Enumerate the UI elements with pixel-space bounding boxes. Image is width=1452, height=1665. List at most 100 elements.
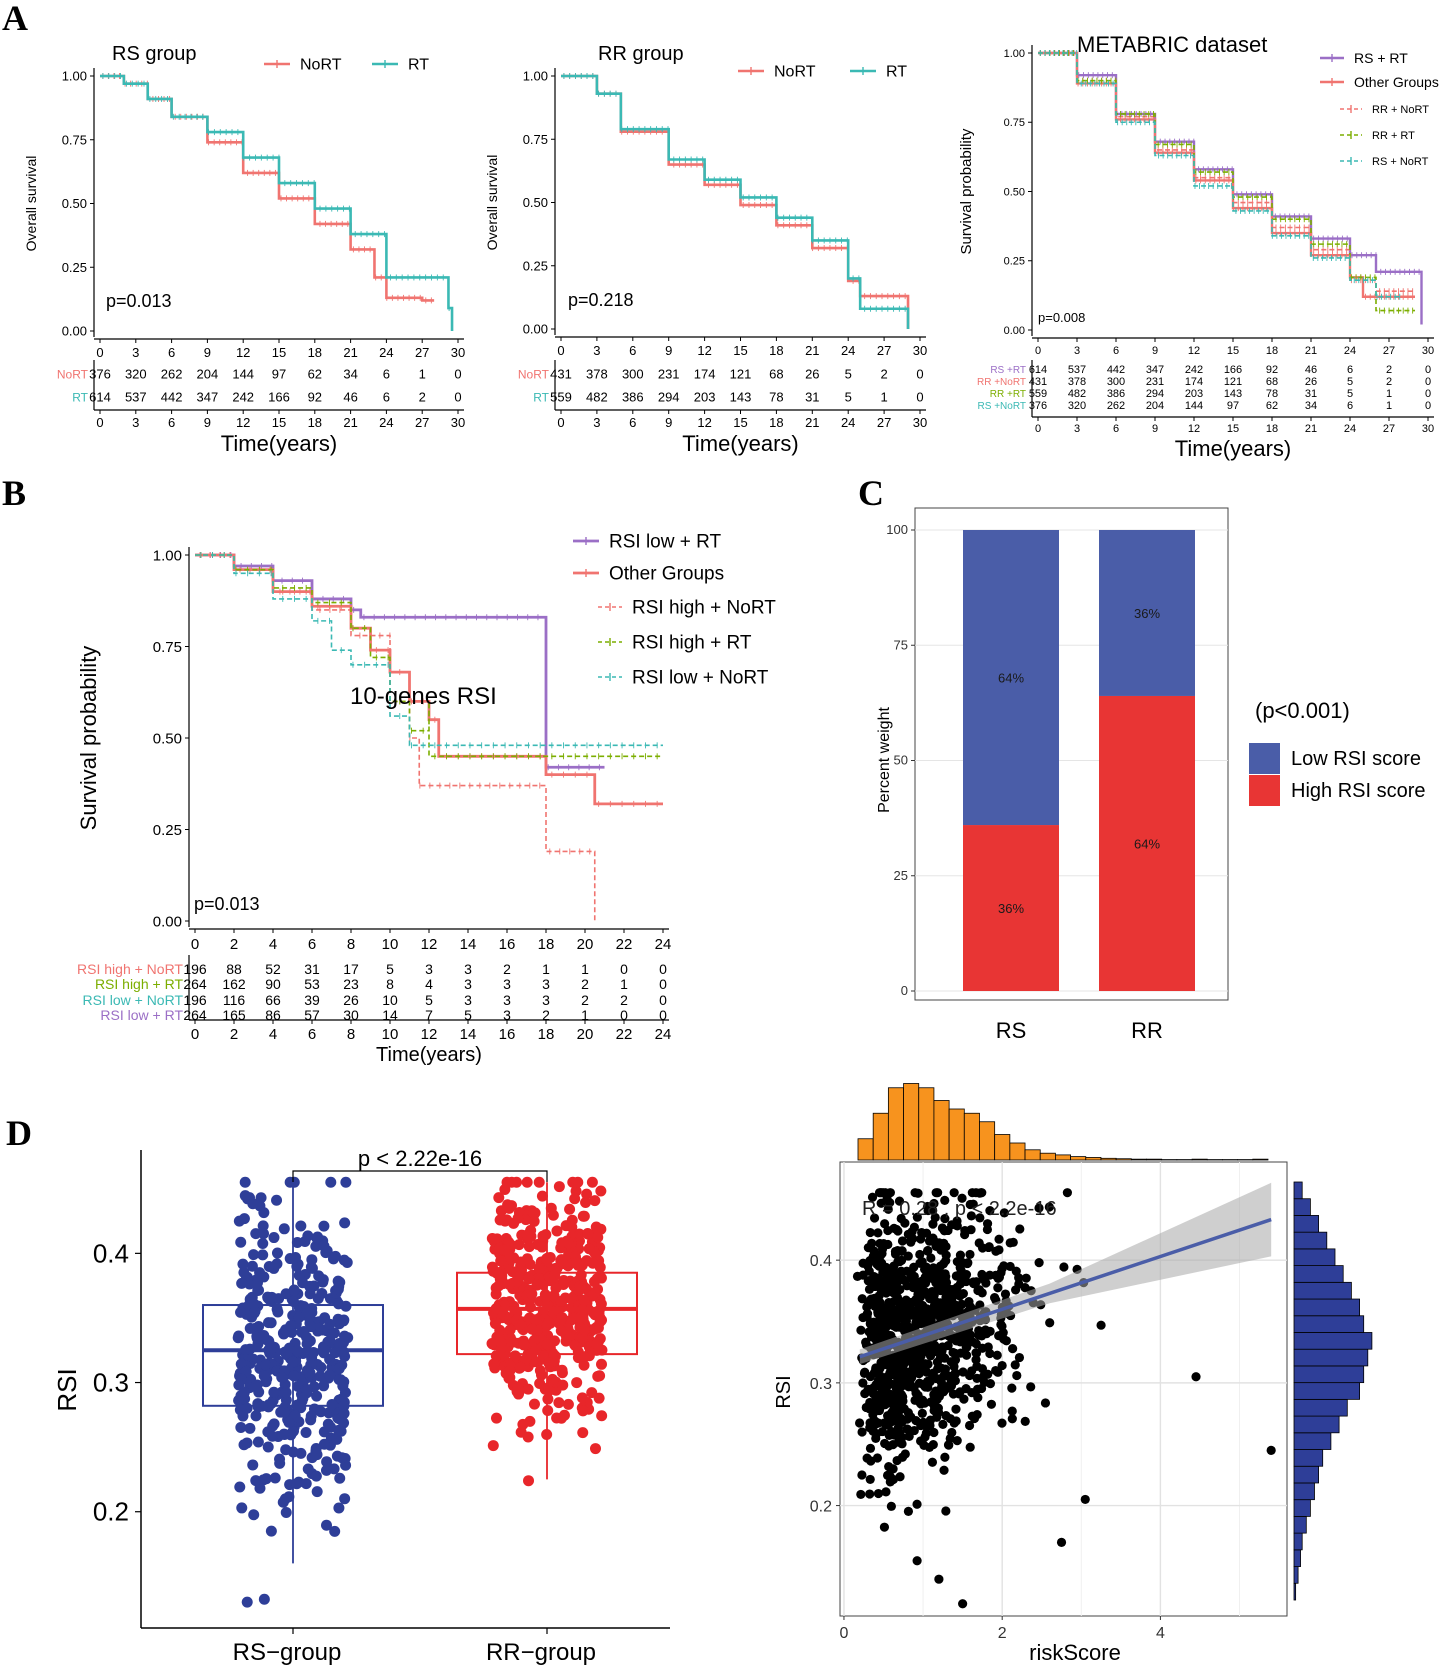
data-point <box>1020 1416 1030 1426</box>
x-axis-title: riskScore <box>1029 1640 1121 1665</box>
x-tick-label: 22 <box>616 936 633 953</box>
data-point <box>938 1259 949 1269</box>
data-point <box>271 1194 283 1206</box>
data-point <box>866 1327 876 1337</box>
data-point <box>972 1361 982 1372</box>
data-point <box>248 1249 260 1261</box>
risk-count: 68 <box>769 367 783 382</box>
y-tick-label: 0.75 <box>153 639 182 656</box>
risk-count: 166 <box>1224 364 1242 376</box>
data-point <box>572 1176 584 1188</box>
y-tick-label: 0.25 <box>523 258 548 273</box>
data-point <box>888 1369 899 1380</box>
risk-x-tick-label: 8 <box>347 1026 355 1043</box>
data-point <box>960 1226 970 1236</box>
data-point <box>573 1284 585 1296</box>
data-point <box>530 1344 542 1356</box>
km-plot-rsi: 0.000.250.500.751.000 2 4 6 8 10 12 14 16 18 20 22 2… <box>76 532 776 1066</box>
data-point <box>997 1418 1007 1428</box>
risk-x-tick-label: 6 <box>308 1026 316 1043</box>
risk-x-tick-label: 21 <box>1305 423 1317 435</box>
risk-count: 3 <box>464 992 472 1008</box>
risk-count: 97 <box>272 367 286 382</box>
data-point <box>586 1176 598 1188</box>
stacked-bar-chart: 0 25 50 75 100 36% 64% RS 64% 36% RR Percent weight… <box>876 507 1426 1043</box>
histogram-bar-right <box>1293 1332 1373 1350</box>
y-tick-label: 0.25 <box>153 822 182 839</box>
histogram-bar-right <box>1293 1231 1328 1250</box>
risk-count: 347 <box>1146 364 1164 376</box>
data-point <box>969 1413 980 1424</box>
data-point <box>492 1268 504 1280</box>
data-point <box>557 1379 569 1391</box>
y-tick-label: 1.00 <box>153 547 182 564</box>
data-point <box>911 1388 921 1398</box>
data-point <box>920 1381 930 1391</box>
risk-count: 1 <box>419 367 426 382</box>
risk-x-tick-label: 12 <box>421 1026 438 1043</box>
data-point <box>556 1312 568 1324</box>
risk-count: 0 <box>659 992 667 1008</box>
data-point <box>884 1280 894 1290</box>
data-point <box>287 1295 299 1307</box>
x-tick-label: 2 <box>230 936 238 953</box>
data-point <box>314 1370 326 1382</box>
data-point <box>250 1410 262 1422</box>
data-point <box>283 1416 295 1428</box>
km-plot-rr-group: 0.000.250.500.751.000 3 6 9 12 15 18 21 24 27 30Ov… <box>484 43 927 456</box>
data-point <box>952 1436 962 1446</box>
risk-x-tick-label: 12 <box>236 415 250 430</box>
x-tick-label: 12 <box>421 936 438 953</box>
y-tick-label: 0.00 <box>1004 325 1025 337</box>
risk-count: 482 <box>586 390 608 405</box>
risk-count: 97 <box>1227 400 1239 412</box>
x-tick-label: 20 <box>577 936 594 953</box>
data-point <box>920 1264 930 1274</box>
risk-count: 0 <box>454 390 461 405</box>
data-point <box>500 1244 512 1256</box>
data-point <box>571 1377 583 1389</box>
data-point <box>893 1226 903 1236</box>
data-point <box>493 1280 505 1292</box>
data-point <box>912 1212 922 1222</box>
y-tick-label: 0.50 <box>62 196 87 211</box>
data-point <box>287 1446 299 1458</box>
data-point <box>265 1397 277 1409</box>
data-point <box>915 1249 925 1260</box>
data-point <box>253 1321 265 1333</box>
data-point <box>317 1276 329 1288</box>
risk-count: 2 <box>1386 364 1392 376</box>
data-point <box>297 1277 309 1289</box>
data-point <box>504 1364 516 1376</box>
risk-count: 0 <box>1425 376 1431 388</box>
data-point <box>550 1282 562 1294</box>
data-point <box>268 1386 280 1398</box>
risk-count: 53 <box>304 976 320 992</box>
risk-count: 23 <box>343 976 359 992</box>
data-point <box>912 1499 922 1509</box>
data-point <box>318 1380 330 1392</box>
data-point <box>876 1306 886 1316</box>
x-tick-label: 6 <box>629 343 636 358</box>
data-point <box>894 1196 905 1206</box>
x-tick-label: 16 <box>499 936 516 953</box>
data-point <box>895 1472 905 1482</box>
risk-count: 559 <box>1029 388 1047 400</box>
data-point <box>919 1440 929 1450</box>
data-point <box>595 1185 607 1197</box>
data-point <box>1026 1382 1036 1392</box>
data-point <box>515 1256 527 1268</box>
data-point <box>1008 1344 1018 1354</box>
risk-count: 31 <box>805 390 819 405</box>
risk-row-label: NoRT <box>518 368 550 382</box>
data-point <box>297 1392 309 1404</box>
data-point <box>971 1348 981 1358</box>
data-point <box>897 1236 908 1246</box>
y-tick-label: 0.50 <box>153 730 182 747</box>
p-value-label: p=0.013 <box>194 894 260 914</box>
data-point <box>907 1273 917 1283</box>
data-point <box>986 1399 997 1409</box>
data-point <box>1012 1370 1022 1381</box>
x-tick-label: RS−group <box>233 1639 342 1665</box>
data-point <box>291 1478 303 1490</box>
